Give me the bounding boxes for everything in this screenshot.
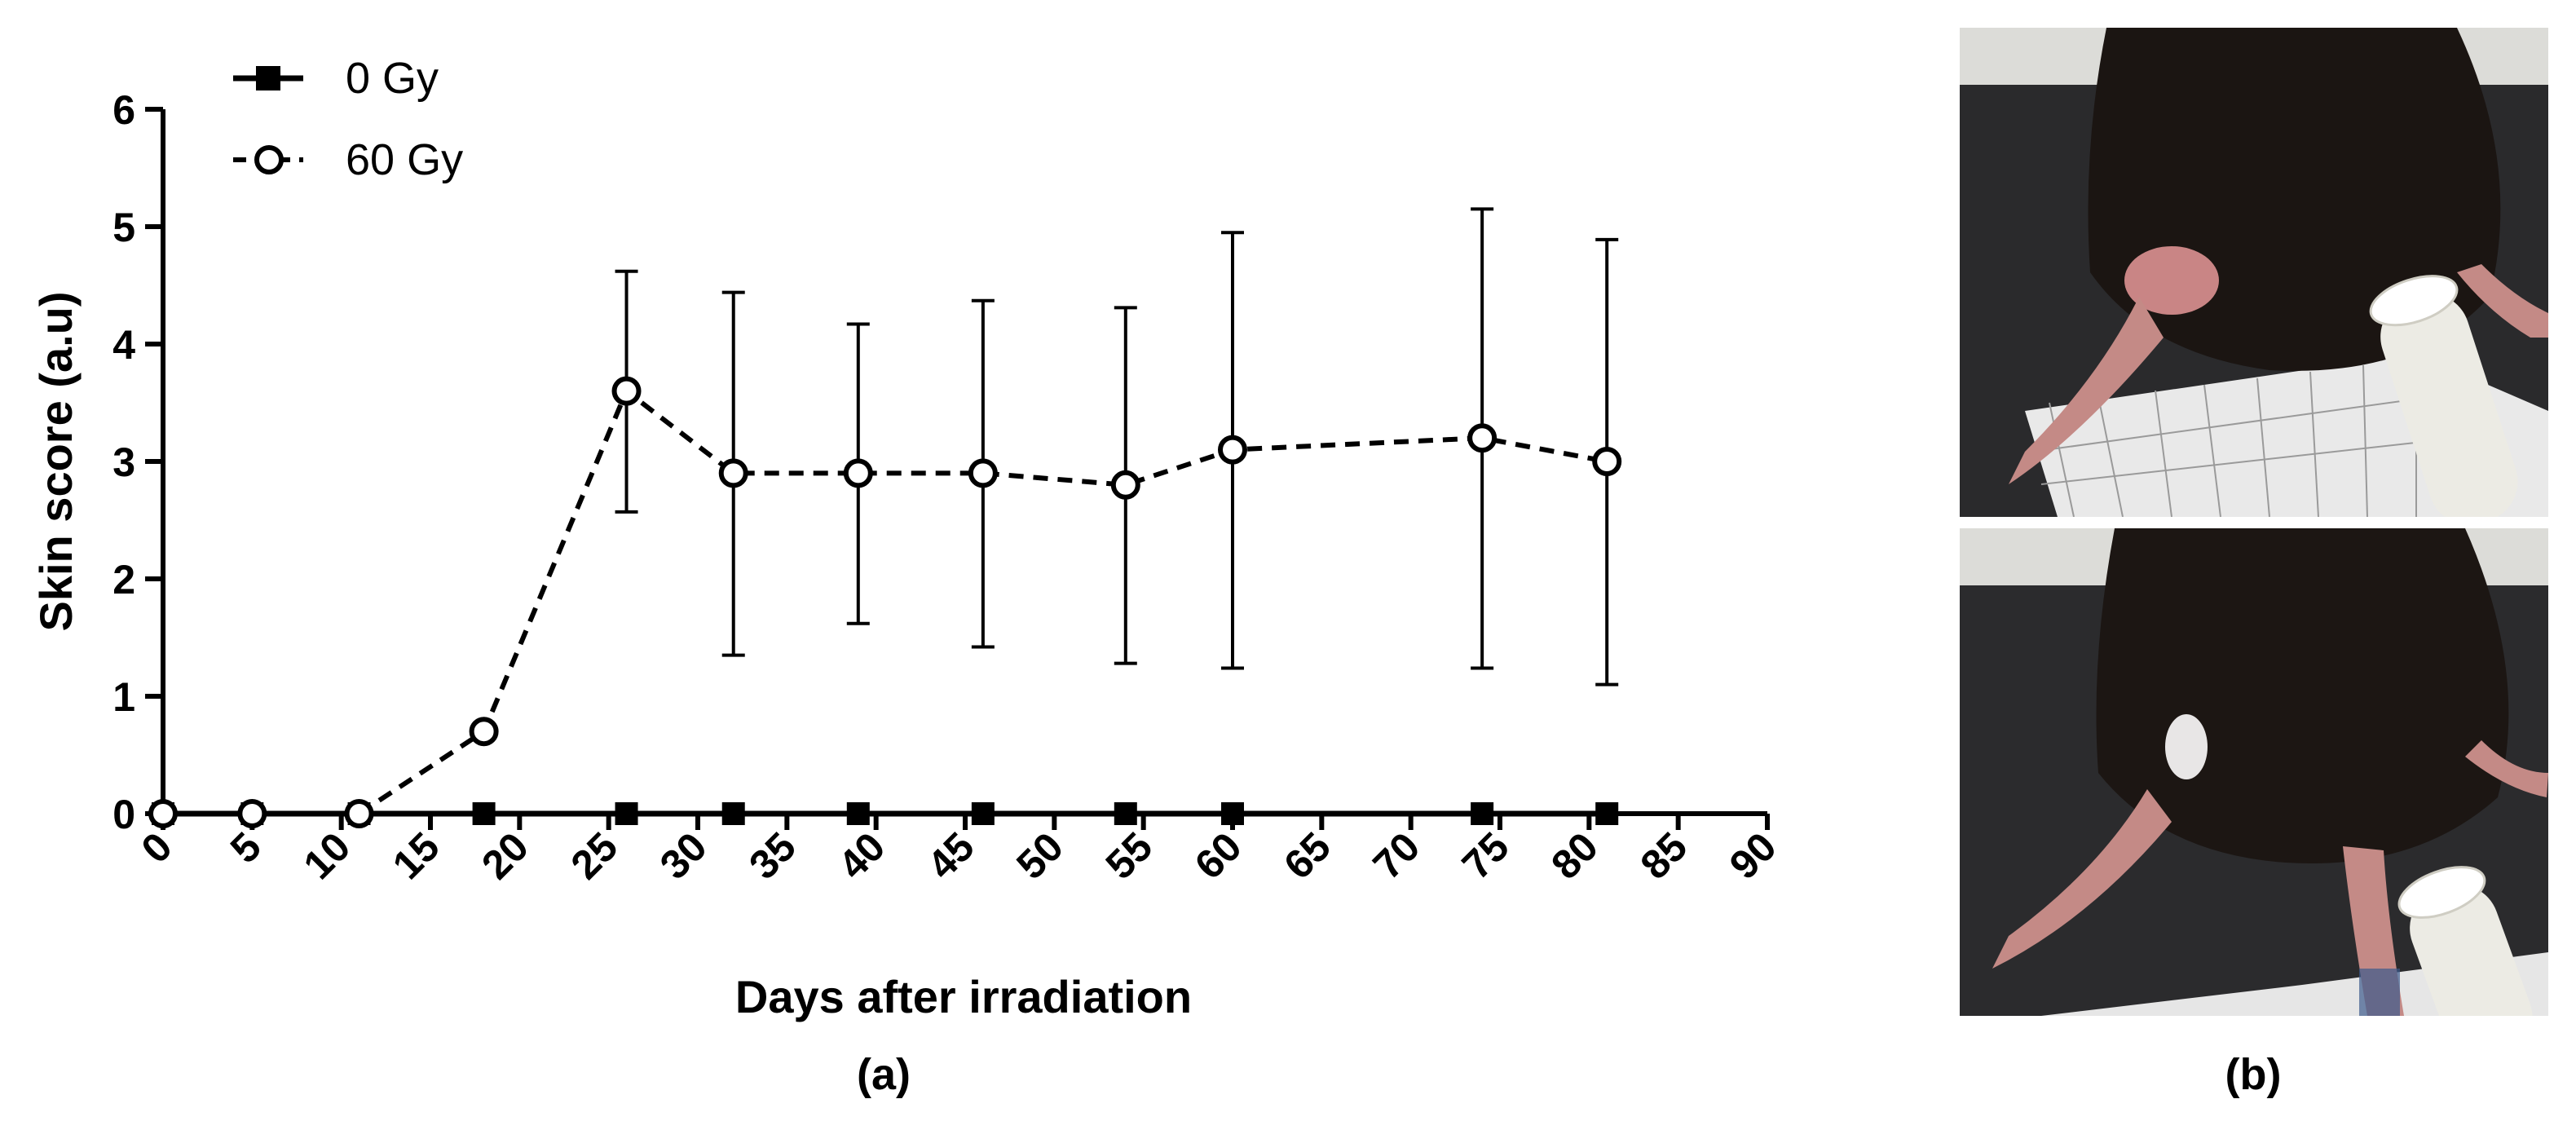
point-0gy	[1221, 802, 1244, 825]
point-60gy	[237, 799, 267, 828]
photo-top-drawing	[1960, 28, 2548, 517]
point-60gy	[344, 799, 374, 828]
x-tick-label: 55	[1097, 823, 1162, 888]
photo-bottom-drawing	[1960, 528, 2548, 1016]
x-tick-label: 40	[830, 823, 894, 888]
point-0gy	[971, 802, 995, 825]
point-0gy	[472, 802, 496, 825]
point-60gy	[843, 458, 873, 488]
point-60gy	[1467, 423, 1498, 453]
y-ticks: 0 1 2 3 4 5 6	[112, 87, 163, 837]
y-tick-label: 1	[112, 674, 135, 720]
y-tick-label: 0	[112, 792, 135, 837]
x-tick-label: 80	[1542, 823, 1607, 888]
y-tick-label: 4	[112, 322, 135, 368]
x-tick-label: 15	[384, 823, 448, 888]
y-axis-title: Skin score (a.u)	[30, 291, 82, 631]
point-60gy	[718, 458, 748, 488]
y-tick-label: 3	[112, 439, 135, 485]
x-tick-label: 25	[562, 823, 627, 888]
y-tick-label: 5	[112, 205, 135, 250]
photo-top-irradiated-mouse	[1960, 28, 2548, 517]
x-tick-label: 30	[651, 823, 716, 888]
y-tick-label: 2	[112, 557, 135, 603]
legend-0gy-marker	[256, 66, 280, 90]
legend-60gy-label: 60 Gy	[346, 135, 463, 184]
series-60gy-line	[163, 386, 1608, 816]
legend-60gy-marker	[254, 145, 284, 174]
x-tick-label: 45	[919, 823, 983, 888]
x-tick-label: 75	[1453, 823, 1518, 888]
point-0gy	[1471, 802, 1494, 825]
x-tick-label: 20	[473, 823, 537, 888]
point-60gy	[148, 799, 178, 828]
legend-0gy-label: 0 Gy	[346, 54, 439, 103]
point-0gy	[846, 802, 870, 825]
point-0gy	[1595, 802, 1619, 825]
legend: 0 Gy 60 Gy	[233, 54, 463, 184]
x-tick-label: 35	[740, 823, 805, 888]
point-60gy	[1110, 470, 1140, 500]
x-tick-label: 90	[1721, 823, 1785, 888]
x-ticks: 0 5 10 15 20 25 30 35 40 45 50 55 60 65 70 75 80 85 90	[133, 814, 1785, 888]
panel-a-label: (a)	[857, 1050, 911, 1099]
point-0gy	[721, 802, 745, 825]
point-0gy	[615, 802, 638, 825]
point-60gy	[611, 376, 642, 406]
x-tick-label: 0	[133, 823, 181, 872]
point-60gy	[1218, 435, 1247, 465]
series-layer	[148, 207, 1622, 828]
x-tick-label: 70	[1365, 823, 1429, 888]
x-tick-label: 10	[295, 823, 359, 888]
point-60gy	[469, 717, 499, 747]
x-tick-label: 50	[1008, 823, 1072, 888]
photo-bottom-control-mouse	[1960, 528, 2548, 1016]
x-tick-label: 85	[1632, 823, 1696, 888]
point-0gy	[1114, 802, 1137, 825]
axes-layer	[161, 109, 1767, 816]
x-tick-label: 5	[222, 823, 270, 872]
x-axis-title: Days after irradiation	[735, 971, 1192, 1022]
panel-b-label: (b)	[2225, 1050, 2282, 1099]
point-60gy	[1592, 447, 1622, 476]
x-tick-label: 65	[1275, 823, 1339, 888]
point-60gy	[968, 458, 998, 488]
x-tick-label: 60	[1186, 823, 1251, 888]
y-tick-label: 6	[112, 87, 135, 133]
